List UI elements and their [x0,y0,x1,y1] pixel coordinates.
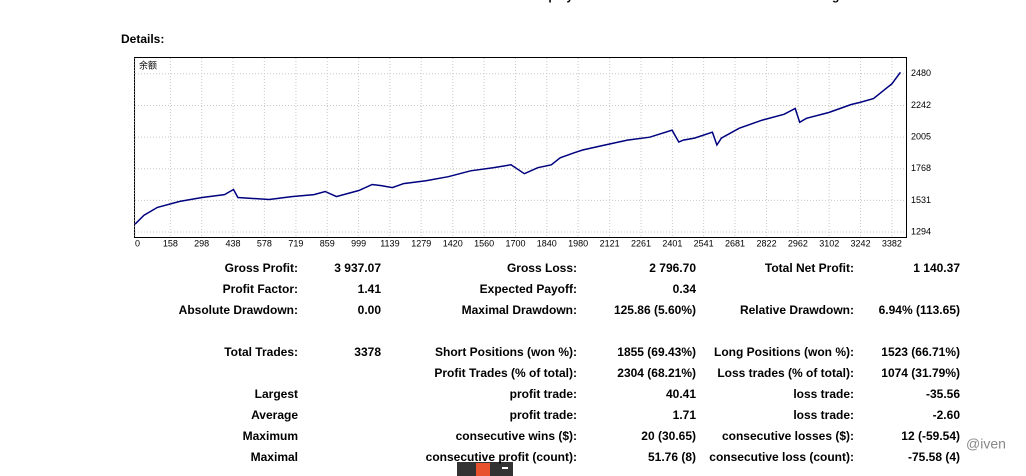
y-tick-label: 2005 [911,132,931,142]
legend-label: 余额 [139,59,157,70]
stat-value: 1.71 [673,408,697,422]
x-tick-label: 2401 [662,238,682,248]
x-tick-label: 859 [320,238,335,248]
x-tick-label: 578 [257,238,272,248]
y-tick-label: 1294 [911,226,931,236]
summary-cell: Equity: [536,0,577,3]
balance-line [134,71,902,225]
x-tick-label: 719 [288,238,303,248]
stat-label: loss trade: [793,387,854,401]
stat-value: 3 937.07 [334,261,381,275]
summary-cell: Balance: [248,0,298,3]
stat-label: Total Trades: [224,345,298,359]
stat-label: loss trade: [793,408,854,422]
x-tick-label: 438 [226,238,241,248]
stat-value: 1523 (66.71%) [881,345,960,359]
x-tick-label: 158 [163,238,178,248]
x-tick-label: 3382 [882,238,902,248]
y-tick-label: 2480 [911,68,931,78]
y-tick-label: 1531 [911,195,931,205]
watermark: @iven [966,436,1006,452]
stat-label: Loss trades (% of total): [717,366,854,380]
chart-frame [134,57,907,238]
summary-cell: Free Margin: [782,0,854,3]
stat-label: Maximum [243,429,298,443]
y-tick-label: 2242 [911,100,931,110]
stat-label: Short Positions (won %): [435,345,577,359]
stat-label: consecutive losses ($): [722,429,854,443]
stat-value: 125.86 (5.60%) [614,303,696,317]
stat-value: 20 (30.65) [641,429,696,443]
x-tick-label: 2822 [757,238,777,248]
stat-label: profit trade: [510,408,577,422]
stat-value: 51.76 (8) [648,450,696,464]
stat-label: consecutive wins ($): [456,429,577,443]
details-label: Details: [121,32,164,46]
x-tick-label: 1700 [505,238,525,248]
stat-label: Gross Profit: [225,261,298,275]
x-tick-label: 2261 [631,238,651,248]
y-tick-label: 1768 [911,163,931,173]
stat-value: 2 796.70 [649,261,696,275]
x-tick-label: 2121 [600,238,620,248]
stat-value: 0.34 [673,282,697,296]
summary-cell: 2 491.46 [649,0,696,3]
x-tick-label: 2681 [725,238,745,248]
x-tick-label: 3102 [819,238,839,248]
stat-label: profit trade: [510,387,577,401]
stat-value: 6.94% (113.65) [879,303,960,317]
stat-label: Maximal [251,450,298,464]
stat-label: consecutive loss (count): [709,450,854,464]
summary-cell: 2 491.46 [334,0,381,3]
stat-label: Relative Drawdown: [740,303,854,317]
x-tick-label: 1560 [474,238,494,248]
stat-value: -2.60 [933,408,961,422]
stat-label: Maximal Drawdown: [462,303,577,317]
x-tick-label: 999 [351,238,366,248]
stat-value: 2304 (68.21%) [617,366,696,380]
stat-value: 1855 (69.43%) [617,345,696,359]
x-tick-label: 1980 [568,238,588,248]
x-tick-label: 1840 [537,238,557,248]
stat-value: 0.00 [358,303,382,317]
stat-value: 1 140.37 [913,261,960,275]
stat-label: Profit Factor: [223,282,298,296]
stat-label: Largest [255,387,298,401]
x-tick-label: 2962 [788,238,808,248]
stat-value: 1.41 [358,282,382,296]
stat-value: 3378 [354,345,381,359]
stat-value: 1074 (31.79%) [881,366,960,380]
stat-label: Average [251,408,298,422]
stat-label: consecutive profit (count): [426,450,577,464]
x-tick-label: 0 [135,238,140,248]
x-tick-label: 1420 [443,238,463,248]
x-tick-label: 3242 [851,238,871,248]
stat-label: Expected Payoff: [480,282,577,296]
stat-label: Gross Loss: [507,261,577,275]
stat-value: 40.41 [666,387,696,401]
stat-value: 12 (-59.54) [901,429,960,443]
stat-label: Long Positions (won %): [714,345,854,359]
x-tick-label: 1279 [411,238,431,248]
summary-cell: 2 491.46 [913,0,960,3]
taskbar-icon [457,462,513,476]
stat-value: -75.58 (4) [908,450,960,464]
stat-label: Profit Trades (% of total): [434,366,577,380]
stat-label: Total Net Profit: [765,261,854,275]
stat-value: -35.56 [926,387,960,401]
stat-label: Absolute Drawdown: [179,303,298,317]
x-tick-label: 298 [194,238,209,248]
x-tick-label: 2541 [694,238,714,248]
x-tick-label: 1139 [380,238,399,248]
